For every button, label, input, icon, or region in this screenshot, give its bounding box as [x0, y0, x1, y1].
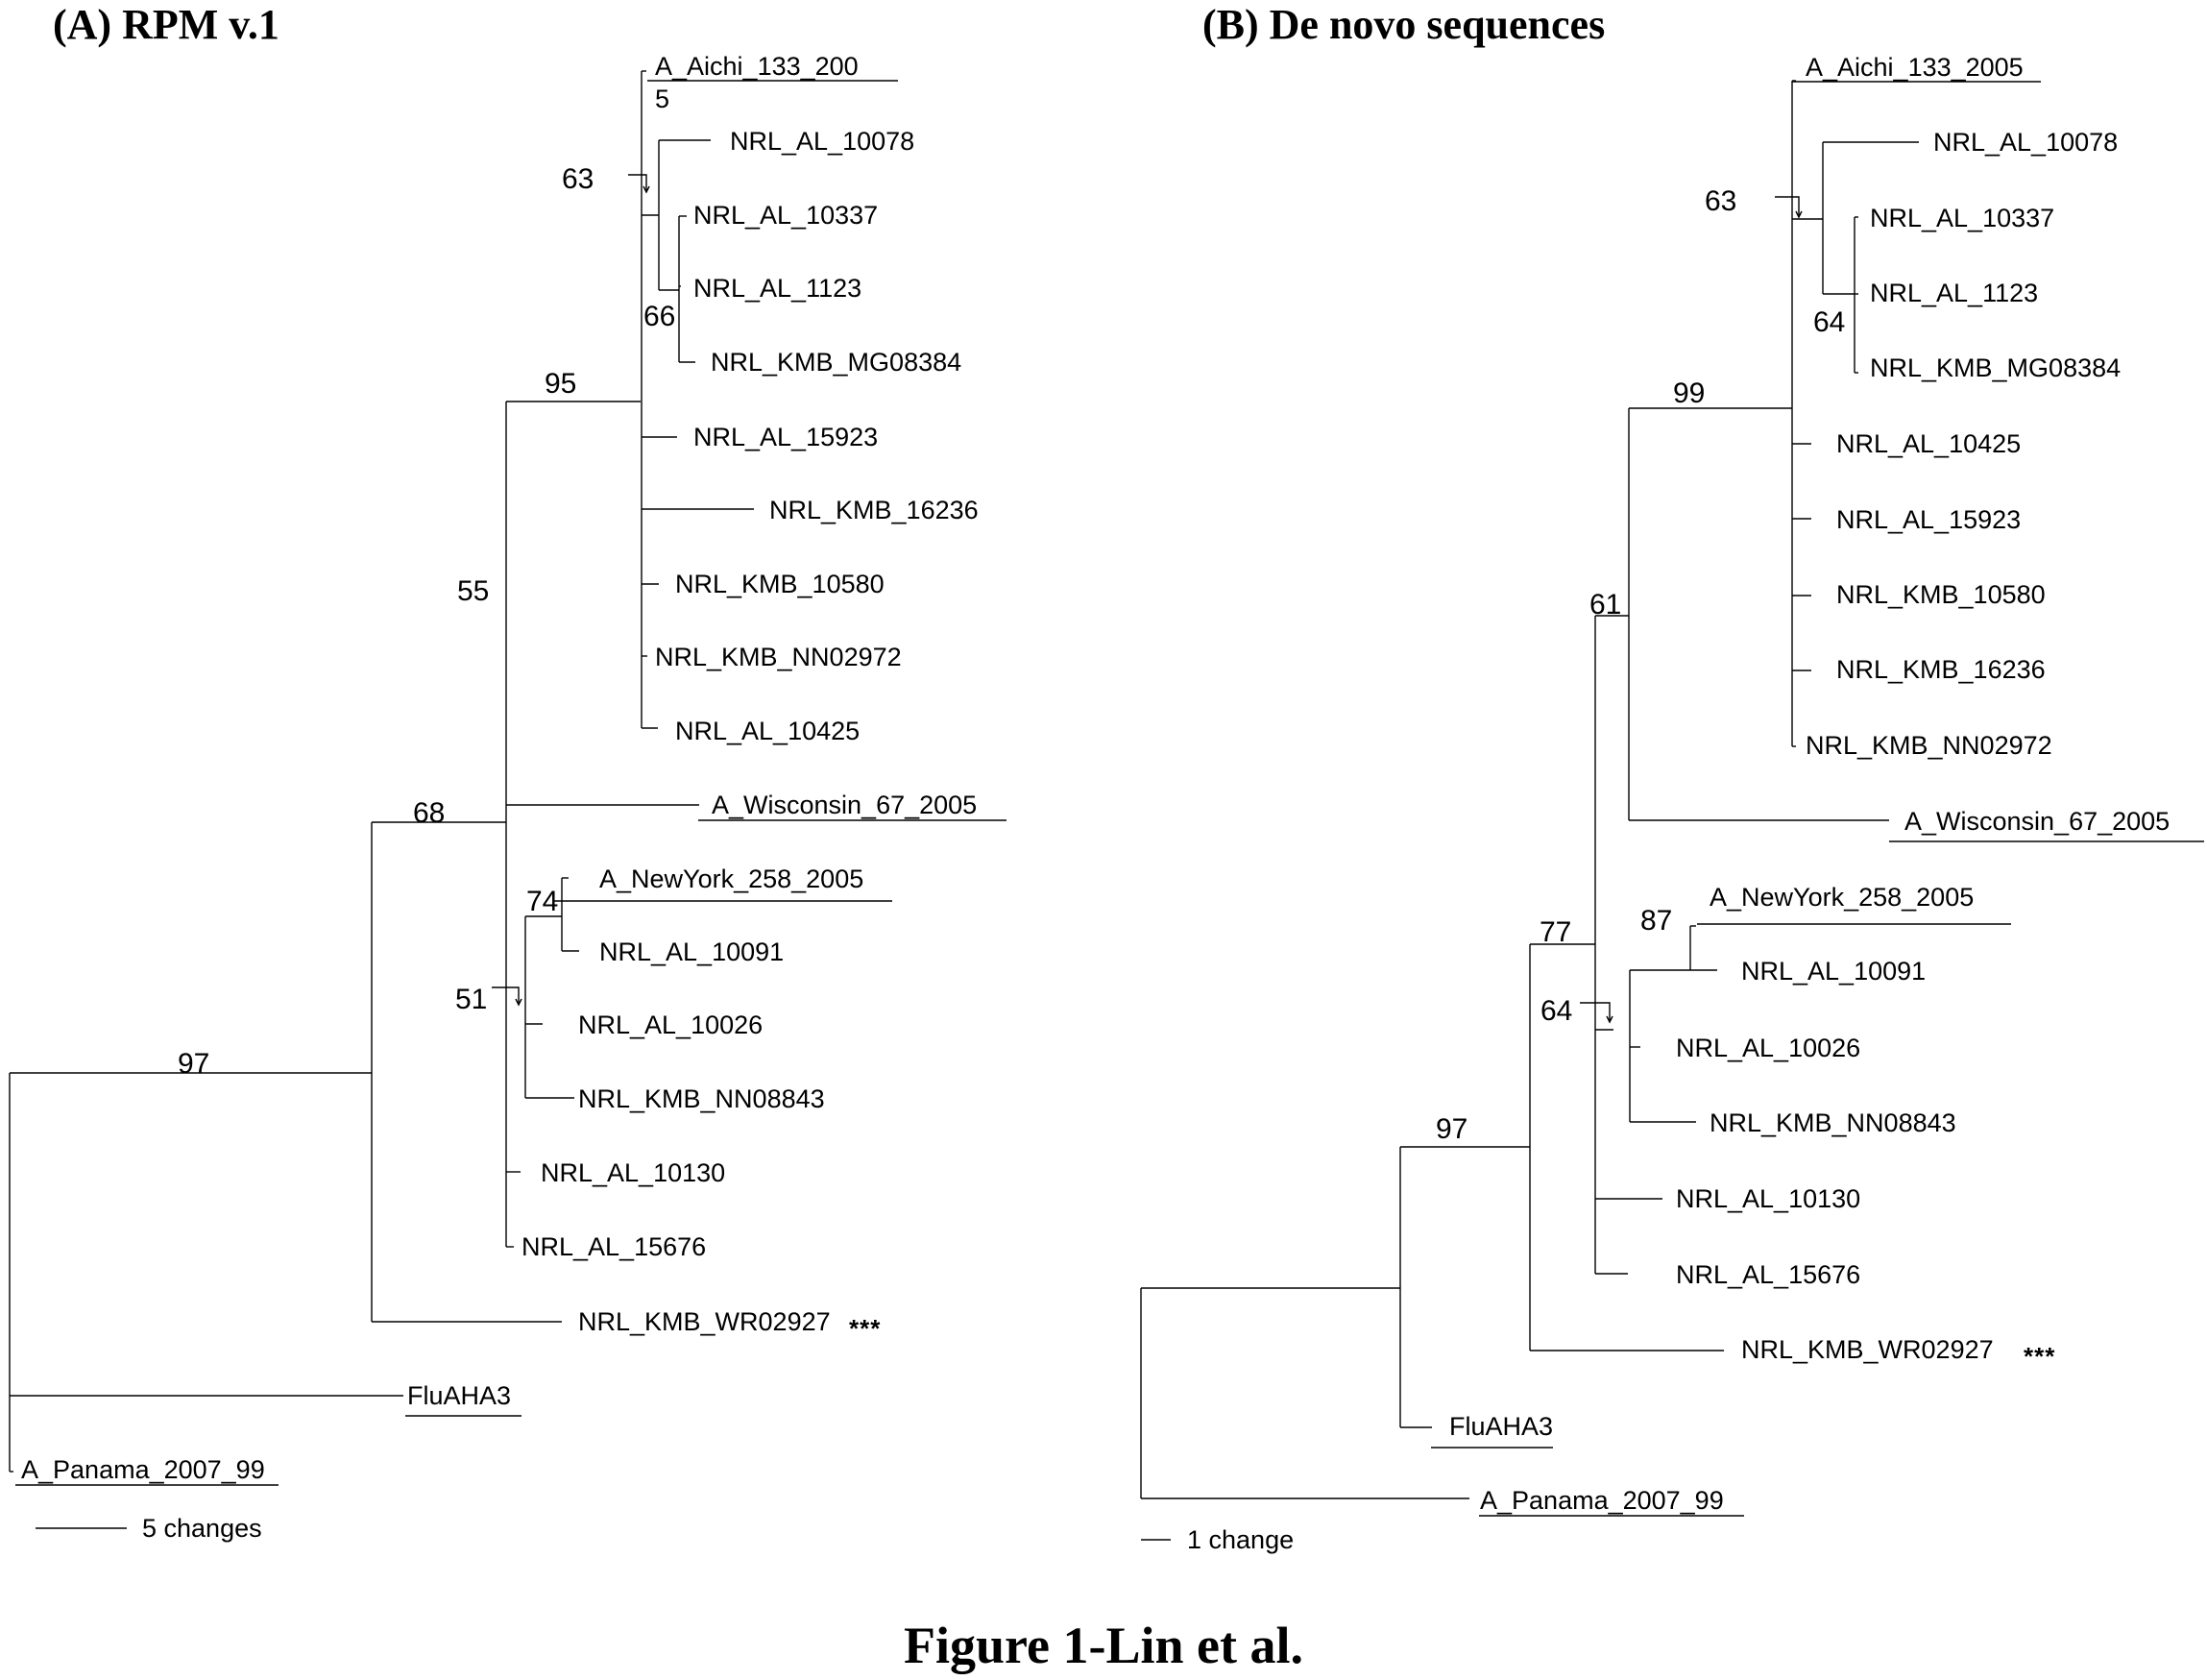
- tip-b-aichi: A_Aichi_133_2005: [1806, 53, 2024, 82]
- bootstrap-a-95: 95: [545, 368, 576, 400]
- panel-a-leaf-labels: A_Aichi_133_200 5 NRL_AL_10078 NRL_AL_10…: [21, 52, 979, 1484]
- tip-b-al-10078: NRL_AL_10078: [1933, 128, 2118, 157]
- panel-b-title: (B) De novo sequences: [1202, 1, 1605, 48]
- tip-b-al-10337: NRL_AL_10337: [1870, 204, 2054, 232]
- tip-a-al-10337: NRL_AL_10337: [693, 201, 878, 230]
- tip-a-al-10130: NRL_AL_10130: [541, 1158, 725, 1187]
- scale-a-label: 5 changes: [142, 1514, 262, 1543]
- bootstrap-b-64-lower: 64: [1540, 995, 1572, 1027]
- bootstrap-a-63: 63: [562, 163, 594, 195]
- panel-a-branches: [9, 70, 754, 1473]
- tip-a-marker: ***: [849, 1314, 881, 1343]
- tip-b-fluaha3: FluAHA3: [1449, 1412, 1553, 1441]
- bootstrap-b-63: 63: [1705, 185, 1736, 217]
- tip-b-marker: ***: [2024, 1342, 2055, 1371]
- tip-b-newyork: A_NewYork_258_2005: [1710, 883, 1974, 912]
- tip-b-al-10425: NRL_AL_10425: [1836, 429, 2021, 458]
- panel-a-reference-underlines: [15, 80, 1006, 1486]
- tip-a-kmb-16236: NRL_KMB_16236: [769, 496, 979, 524]
- tip-b-panama: A_Panama_2007_99: [1480, 1486, 1724, 1515]
- tip-a-kmb-10580: NRL_KMB_10580: [675, 570, 885, 598]
- bootstrap-a-68: 68: [413, 797, 445, 829]
- panel-a-tree: (A) RPM v.1: [9, 1, 1006, 1543]
- tip-b-kmb-10580: NRL_KMB_10580: [1836, 580, 2046, 609]
- bootstrap-b-99: 99: [1673, 377, 1705, 409]
- tip-b-wisconsin: A_Wisconsin_67_2005: [1904, 807, 2170, 836]
- bootstrap-b-97: 97: [1436, 1113, 1467, 1145]
- tip-a-kmb-nn08843: NRL_KMB_NN08843: [578, 1084, 825, 1113]
- panel-a-title: (A) RPM v.1: [53, 1, 279, 48]
- tip-a-al-15923: NRL_AL_15923: [693, 423, 878, 451]
- tip-b-kmb-nn02972: NRL_KMB_NN02972: [1806, 731, 2052, 760]
- panel-a-bootstrap-values: 63 66 95 55 68 74 51 97: [178, 163, 675, 1080]
- tip-a-panama: A_Panama_2007_99: [21, 1455, 265, 1484]
- scale-b-label: 1 change: [1187, 1525, 1294, 1554]
- tip-a-kmb-wr02927: NRL_KMB_WR02927: [578, 1307, 831, 1336]
- panel-a-scale-bar: 5 changes: [36, 1514, 262, 1543]
- bootstrap-b-61: 61: [1589, 589, 1621, 621]
- bootstrap-a-74: 74: [526, 886, 558, 917]
- tip-b-al-10091: NRL_AL_10091: [1741, 957, 1926, 986]
- tip-a-aichi: A_Aichi_133_200: [655, 52, 859, 81]
- tip-a-al-1123: NRL_AL_1123: [693, 274, 861, 303]
- tip-a-al-15676: NRL_AL_15676: [521, 1232, 706, 1261]
- tip-b-kmb-wr02927: NRL_KMB_WR02927: [1741, 1335, 1994, 1364]
- bootstrap-b-64-upper: 64: [1813, 306, 1845, 338]
- bootstrap-a-66: 66: [643, 301, 675, 332]
- bootstrap-b-77: 77: [1540, 916, 1571, 948]
- tip-b-al-1123: NRL_AL_1123: [1870, 279, 2038, 307]
- tip-b-al-15676: NRL_AL_15676: [1676, 1260, 1860, 1289]
- bootstrap-a-55: 55: [457, 575, 489, 607]
- panel-b-scale-bar: 1 change: [1141, 1525, 1294, 1554]
- tip-a-kmb-mg08384: NRL_KMB_MG08384: [711, 348, 961, 377]
- panel-b-bootstrap-values: 63 64 99 61 87 64 77 97: [1436, 185, 1845, 1145]
- tip-b-kmb-mg08384: NRL_KMB_MG08384: [1870, 353, 2121, 382]
- panel-b-reference-underlines: [1431, 81, 2204, 1517]
- bootstrap-a-97: 97: [178, 1048, 209, 1080]
- tip-a-al-10078: NRL_AL_10078: [730, 127, 914, 156]
- tip-b-kmb-nn08843: NRL_KMB_NN08843: [1710, 1108, 1956, 1137]
- panel-b-tree: (B) De novo sequences: [1140, 1, 2204, 1554]
- tip-b-al-10130: NRL_AL_10130: [1676, 1184, 1860, 1213]
- tip-a-al-10091: NRL_AL_10091: [599, 937, 784, 966]
- panel-b-branches: [1140, 80, 1919, 1499]
- figure-caption: Figure 1-Lin et al.: [904, 1617, 1303, 1674]
- tip-a-fluaha3: FluAHA3: [407, 1381, 511, 1410]
- panel-b-leaf-labels: A_Aichi_133_2005 NRL_AL_10078 NRL_AL_103…: [1449, 53, 2170, 1515]
- bootstrap-a-51: 51: [455, 984, 487, 1015]
- tip-a-newyork: A_NewYork_258_2005: [599, 864, 863, 893]
- bootstrap-b-87: 87: [1640, 905, 1672, 937]
- tip-a-al-10026: NRL_AL_10026: [578, 1010, 763, 1039]
- tip-b-kmb-16236: NRL_KMB_16236: [1836, 655, 2046, 684]
- tip-a-kmb-nn02972: NRL_KMB_NN02972: [655, 643, 902, 671]
- tip-a-aichi-wrap: 5: [655, 85, 669, 113]
- tip-a-al-10425: NRL_AL_10425: [675, 717, 860, 745]
- tip-a-wisconsin: A_Wisconsin_67_2005: [712, 791, 977, 819]
- tip-b-al-15923: NRL_AL_15923: [1836, 505, 2021, 534]
- tip-b-al-10026: NRL_AL_10026: [1676, 1034, 1860, 1062]
